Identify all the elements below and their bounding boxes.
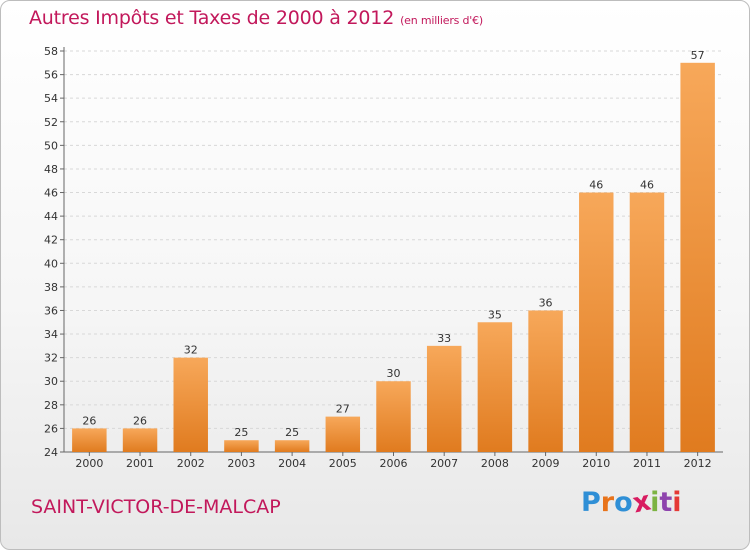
y-tick-label: 26: [44, 422, 58, 435]
bar: [122, 428, 158, 452]
bar-value-label: 25: [285, 426, 299, 439]
x-tick-label: 2004: [278, 457, 306, 470]
y-tick-label: 34: [44, 328, 58, 341]
bar-value-label: 57: [691, 49, 705, 62]
x-tick-label: 2005: [329, 457, 357, 470]
bar: [274, 440, 310, 452]
x-tick-label: 2010: [582, 457, 610, 470]
x-tick-label: 2000: [75, 457, 103, 470]
x-tick-label: 2011: [633, 457, 661, 470]
y-tick-label: 36: [44, 304, 58, 317]
bar: [173, 357, 208, 452]
y-tick-label: 40: [44, 257, 58, 270]
logo-letter: P: [581, 487, 601, 518]
x-tick-label: 2007: [430, 457, 458, 470]
y-tick-label: 38: [44, 281, 58, 294]
chart-subtitle: (en milliers d'€): [400, 14, 483, 27]
y-tick-label: 28: [44, 399, 58, 412]
chart-title: Autres Impôts et Taxes de 2000 à 2012 (en…: [29, 7, 483, 29]
logo-letter: r: [600, 487, 615, 518]
bar-value-label: 26: [133, 414, 147, 427]
bar: [629, 192, 665, 452]
bar-value-label: 36: [539, 296, 553, 309]
bar: [325, 416, 361, 452]
y-tick-label: 50: [44, 139, 58, 152]
bar-value-label: 46: [640, 179, 654, 192]
y-tick-label: 30: [44, 375, 58, 388]
x-tick-label: 2008: [481, 457, 509, 470]
y-tick-label: 48: [44, 163, 58, 176]
x-tick-label: 2002: [177, 457, 205, 470]
y-tick-label: 32: [44, 352, 58, 365]
proxiti-logo: Proxiti: [581, 486, 682, 520]
y-tick-label: 54: [44, 92, 58, 105]
y-tick-label: 52: [44, 116, 58, 129]
y-tick-label: 44: [44, 210, 58, 223]
x-tick-label: 2006: [380, 457, 408, 470]
x-tick-label: 2009: [532, 457, 560, 470]
logo-letter: i: [650, 487, 660, 518]
bar-value-label: 30: [387, 367, 401, 380]
x-tick-label: 2003: [227, 457, 255, 470]
bar-value-label: 35: [488, 308, 502, 321]
y-tick-label: 58: [44, 45, 58, 58]
bar-value-label: 26: [82, 414, 96, 427]
bar-value-label: 46: [589, 179, 603, 192]
bar: [224, 440, 259, 452]
bar-value-label: 25: [234, 426, 248, 439]
bar: [426, 345, 462, 452]
bar: [376, 381, 411, 452]
x-tick-label: 2012: [684, 457, 712, 470]
bar: [579, 192, 614, 452]
logo-letter: t: [659, 487, 673, 518]
bar-value-label: 32: [184, 344, 198, 357]
y-tick-label: 24: [44, 446, 58, 459]
bar-value-label: 33: [437, 332, 451, 345]
logo-letter: i: [672, 487, 682, 518]
y-tick-label: 46: [44, 187, 58, 200]
bar-value-label: 27: [336, 403, 350, 416]
bar: [528, 310, 563, 452]
bar: [72, 428, 107, 452]
commune-name: SAINT-VICTOR-DE-MALCAP: [31, 496, 281, 518]
y-tick-label: 56: [44, 69, 58, 82]
y-tick-label: 42: [44, 234, 58, 247]
bar: [477, 322, 513, 452]
x-tick-label: 2001: [126, 457, 154, 470]
bar: [680, 62, 715, 452]
chart-title-text: Autres Impôts et Taxes de 2000 à 2012: [29, 7, 395, 29]
logo-letter: o: [614, 487, 633, 518]
